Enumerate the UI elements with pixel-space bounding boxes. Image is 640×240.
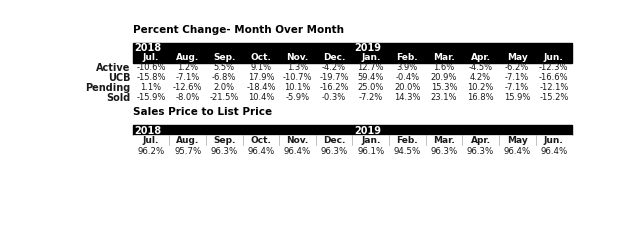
Text: Jan.: Jan. — [361, 136, 380, 145]
Text: Aug.: Aug. — [176, 54, 199, 62]
Text: Sold: Sold — [106, 93, 131, 103]
Text: 9.1%: 9.1% — [250, 63, 271, 72]
Text: May: May — [507, 136, 527, 145]
Text: Dec.: Dec. — [323, 136, 346, 145]
Text: 20.9%: 20.9% — [431, 73, 457, 82]
Text: 4.2%: 4.2% — [470, 73, 491, 82]
Text: -12.1%: -12.1% — [539, 83, 568, 92]
Text: 1.6%: 1.6% — [433, 63, 454, 72]
Text: 95.7%: 95.7% — [174, 147, 201, 156]
Text: Sep.: Sep. — [213, 54, 236, 62]
Text: 96.2%: 96.2% — [138, 147, 164, 156]
Text: Dec.: Dec. — [323, 54, 346, 62]
Text: Percent Change- Month Over Month: Percent Change- Month Over Month — [132, 25, 344, 35]
Text: Aug.: Aug. — [176, 136, 199, 145]
Text: 23.1%: 23.1% — [431, 93, 457, 102]
Text: Sales Price to List Price: Sales Price to List Price — [132, 107, 272, 117]
Text: Mar.: Mar. — [433, 136, 455, 145]
Text: 1.3%: 1.3% — [287, 63, 308, 72]
Text: -6.2%: -6.2% — [505, 63, 529, 72]
Text: 20.0%: 20.0% — [394, 83, 420, 92]
Text: -0.4%: -0.4% — [396, 73, 419, 82]
Text: -7.1%: -7.1% — [505, 73, 529, 82]
Text: 15.3%: 15.3% — [431, 83, 457, 92]
Text: -15.8%: -15.8% — [136, 73, 166, 82]
Text: -19.7%: -19.7% — [319, 73, 349, 82]
Text: 10.4%: 10.4% — [248, 93, 274, 102]
Text: -16.2%: -16.2% — [319, 83, 349, 92]
Text: 10.1%: 10.1% — [284, 83, 310, 92]
Text: 16.8%: 16.8% — [467, 93, 494, 102]
Text: 96.1%: 96.1% — [357, 147, 385, 156]
Text: 2019: 2019 — [354, 126, 381, 136]
Text: Pending: Pending — [85, 83, 131, 93]
Text: 1.1%: 1.1% — [140, 83, 161, 92]
Bar — [132, 135, 572, 145]
Text: 3.9%: 3.9% — [397, 63, 418, 72]
Text: Oct.: Oct. — [250, 54, 271, 62]
Text: 59.4%: 59.4% — [358, 73, 384, 82]
Text: 5.5%: 5.5% — [214, 63, 235, 72]
Text: -18.4%: -18.4% — [246, 83, 276, 92]
Text: Jul.: Jul. — [143, 136, 159, 145]
Text: 2018: 2018 — [134, 126, 161, 136]
Text: 94.5%: 94.5% — [394, 147, 421, 156]
Text: 96.3%: 96.3% — [321, 147, 348, 156]
Text: Feb.: Feb. — [397, 54, 418, 62]
Text: Nov.: Nov. — [286, 136, 308, 145]
Text: -4.5%: -4.5% — [468, 63, 493, 72]
Text: 2.0%: 2.0% — [214, 83, 235, 92]
Text: -8.0%: -8.0% — [175, 93, 200, 102]
Text: Jun.: Jun. — [544, 54, 564, 62]
Text: 15.9%: 15.9% — [504, 93, 531, 102]
Text: 96.4%: 96.4% — [247, 147, 275, 156]
Text: 96.4%: 96.4% — [540, 147, 568, 156]
Text: Apr.: Apr. — [470, 136, 491, 145]
Text: -21.5%: -21.5% — [209, 93, 239, 102]
Text: -5.9%: -5.9% — [285, 93, 310, 102]
Text: -12.6%: -12.6% — [173, 83, 202, 92]
Text: 10.2%: 10.2% — [467, 83, 494, 92]
Bar — [132, 135, 572, 145]
Text: Jul.: Jul. — [143, 54, 159, 62]
Text: Jan.: Jan. — [361, 54, 380, 62]
Text: 25.0%: 25.0% — [358, 83, 384, 92]
Text: 1.2%: 1.2% — [177, 63, 198, 72]
Text: -10.6%: -10.6% — [136, 63, 166, 72]
Bar — [132, 125, 572, 135]
Text: UCB: UCB — [108, 73, 131, 83]
Text: Mar.: Mar. — [433, 54, 455, 62]
Text: 96.3%: 96.3% — [467, 147, 494, 156]
Text: Jun.: Jun. — [544, 136, 564, 145]
Text: 12.7%: 12.7% — [358, 63, 384, 72]
Text: -6.8%: -6.8% — [212, 73, 236, 82]
Text: Apr.: Apr. — [470, 54, 491, 62]
Text: Feb.: Feb. — [397, 136, 418, 145]
Text: 96.4%: 96.4% — [284, 147, 311, 156]
Text: 14.3%: 14.3% — [394, 93, 420, 102]
Text: 96.3%: 96.3% — [211, 147, 238, 156]
Text: May: May — [507, 54, 527, 62]
Text: -15.9%: -15.9% — [136, 93, 166, 102]
Text: 96.3%: 96.3% — [430, 147, 458, 156]
Bar — [132, 53, 572, 63]
Text: Active: Active — [96, 63, 131, 73]
Text: -7.1%: -7.1% — [175, 73, 200, 82]
Text: -12.3%: -12.3% — [539, 63, 568, 72]
Text: -10.7%: -10.7% — [283, 73, 312, 82]
Bar — [132, 43, 572, 53]
Text: 17.9%: 17.9% — [248, 73, 274, 82]
Text: Oct.: Oct. — [250, 136, 271, 145]
Text: 2018: 2018 — [134, 43, 161, 54]
Text: 96.4%: 96.4% — [504, 147, 531, 156]
Text: -0.3%: -0.3% — [322, 93, 346, 102]
Text: Nov.: Nov. — [286, 54, 308, 62]
Text: -7.2%: -7.2% — [358, 93, 383, 102]
Text: 2019: 2019 — [354, 43, 381, 54]
Text: Sep.: Sep. — [213, 136, 236, 145]
Text: -15.2%: -15.2% — [539, 93, 568, 102]
Text: -4.2%: -4.2% — [322, 63, 346, 72]
Text: -7.1%: -7.1% — [505, 83, 529, 92]
Text: -16.6%: -16.6% — [539, 73, 568, 82]
